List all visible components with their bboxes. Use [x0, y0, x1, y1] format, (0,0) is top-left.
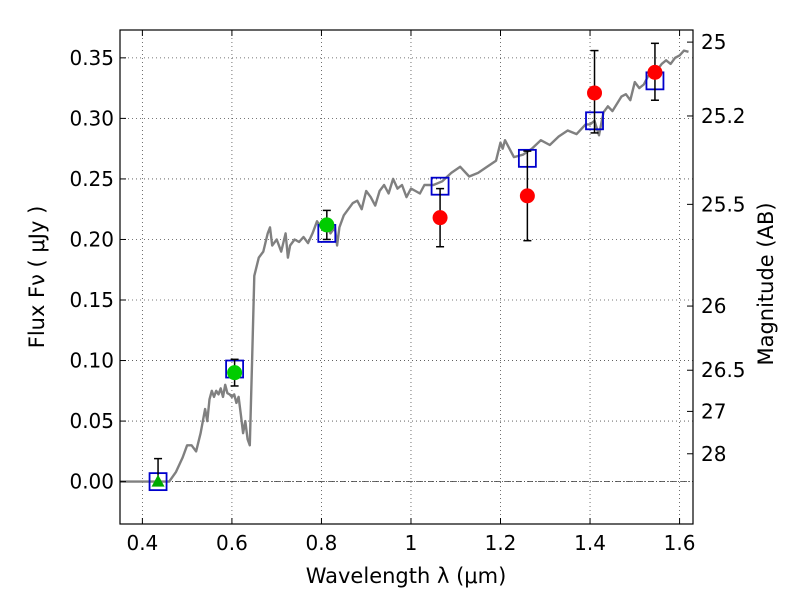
y2-tick-label: 28: [701, 442, 726, 466]
y2-axis-label: Magnitude (AB): [754, 202, 778, 365]
y2-tick-label: 25: [701, 30, 726, 54]
nir-detection-point: [432, 210, 448, 226]
nir-detection-point: [519, 188, 535, 204]
y-tick-labels: 0.00 0.05 0.10 0.15 0.20 0.25 0.30 0.35: [69, 46, 114, 494]
series-layer: [120, 42, 689, 492]
plot-frame: [119, 29, 694, 525]
x-axis-label: Wavelength λ (μm): [306, 564, 507, 588]
y2-tick-label: 26.5: [701, 358, 746, 382]
nir-detection-point: [587, 85, 603, 101]
y2-tick-label: 27: [701, 399, 726, 423]
x-tick-label: 1.2: [485, 531, 517, 555]
upper-limit-triangle: [151, 474, 165, 487]
y2-tick-label: 26: [701, 294, 726, 318]
y2-tick-label: 25.5: [701, 192, 746, 216]
y-tick-label: 0.25: [69, 167, 114, 191]
y-tick-label: 0.00: [69, 470, 114, 494]
y-axis-label: Flux Fν ( μJy ): [25, 206, 49, 349]
x-tick-label: 1: [405, 531, 418, 555]
y-tick-label: 0.20: [69, 227, 114, 251]
x-tick-labels: 0.4 0.6 0.8 1 1.2 1.4 1.6: [126, 531, 695, 555]
y-tick-label: 0.35: [69, 46, 114, 70]
grid: [120, 30, 693, 524]
x-tick-label: 1.4: [574, 531, 606, 555]
nir-detection-point: [647, 64, 663, 80]
y-tick-label: 0.10: [69, 349, 114, 373]
tick-marks: [120, 30, 693, 524]
x-tick-label: 0.4: [126, 531, 158, 555]
y-tick-label: 0.05: [69, 409, 114, 433]
optical-detection-point: [319, 217, 335, 233]
y-tick-label: 0.30: [69, 106, 114, 130]
y-tick-label: 0.15: [69, 288, 114, 312]
x-tick-label: 0.8: [306, 531, 338, 555]
optical-detection-point: [227, 365, 243, 381]
x-tick-label: 1.6: [664, 531, 696, 555]
y2-tick-labels: 25 25.2 25.5 26 26.5 27 28: [701, 30, 746, 466]
x-tick-label: 0.6: [216, 531, 248, 555]
y2-tick-label: 25.2: [701, 104, 746, 128]
